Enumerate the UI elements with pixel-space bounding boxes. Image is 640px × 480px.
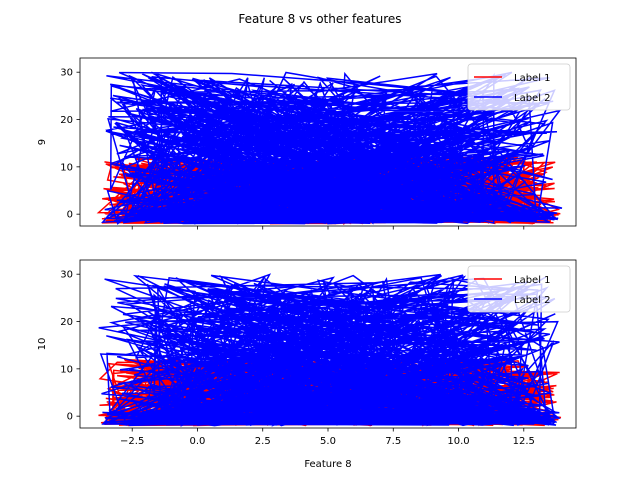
legend-box	[467, 63, 571, 111]
series-label-2-line	[101, 71, 563, 225]
x-tick-label: 2.5	[255, 436, 271, 447]
y-tick-label: 0	[67, 210, 73, 221]
y-tick-label: 10	[60, 364, 73, 375]
legend-label-2: Label 2	[514, 93, 551, 104]
y-tick-label: 30	[60, 270, 73, 281]
legend-label-1: Label 1	[514, 73, 551, 84]
x-tick-label: 7.5	[385, 436, 401, 447]
y-axis-label: 9	[37, 139, 48, 145]
y-tick-label: 0	[67, 412, 73, 423]
subplot-bottom: −2.5 0.0 2.5 5.0 7.5 10.0 12.5 0 10 20 30 10 Feature…	[37, 259, 577, 470]
y-tick-label: 30	[60, 68, 73, 79]
series-label-2-line	[98, 273, 561, 427]
x-tick-label: 0.0	[190, 436, 206, 447]
legend-label-1: Label 1	[514, 275, 551, 286]
y-tick-label: 20	[60, 115, 73, 126]
legend: Label 1 Label 2	[467, 265, 571, 313]
x-tick-label: 5.0	[320, 436, 336, 447]
y-axis-label: 10	[37, 338, 48, 351]
figure-title: Feature 8 vs other features	[238, 12, 401, 26]
x-tick-label: −2.5	[120, 436, 144, 447]
legend: Label 1 Label 2	[467, 63, 571, 111]
plot-area	[96, 71, 563, 226]
x-axis-label: Feature 8	[304, 459, 351, 470]
y-tick-label: 10	[60, 162, 73, 173]
y-tick-label: 20	[60, 317, 73, 328]
plot-area	[98, 273, 562, 427]
legend-box	[467, 265, 571, 313]
subplot-top: 0 10 20 30 9 Label 1 Label 2	[37, 57, 577, 230]
x-tick-label: 10.0	[447, 436, 469, 447]
legend-label-2: Label 2	[514, 295, 551, 306]
x-tick-label: 12.5	[513, 436, 535, 447]
